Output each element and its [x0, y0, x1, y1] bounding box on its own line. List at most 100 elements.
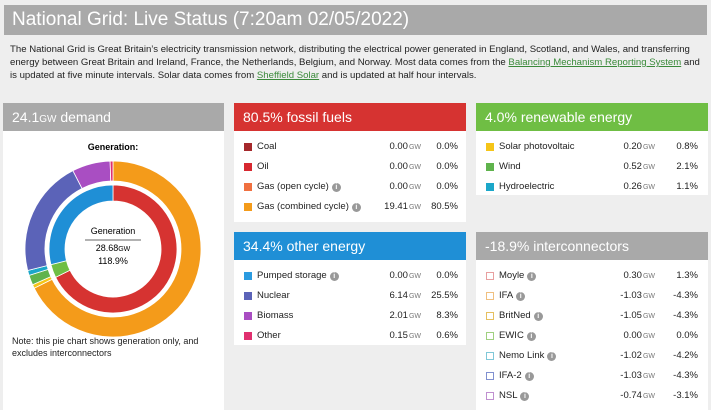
row: Moyle i 0.30GW 1.3% — [476, 268, 708, 284]
unit: GW — [408, 333, 421, 340]
link[interactable]: Sheffield Solar — [256, 70, 320, 81]
row: IFA-2 i -1.03GW -4.3% — [476, 368, 708, 384]
donut-chart: Generation: Generation 28.68GW 118.9% — [24, 142, 202, 338]
gw: 0.00GW — [389, 139, 421, 156]
percent: 0.0% — [436, 161, 458, 172]
unit: GW — [642, 373, 655, 380]
unit: GW — [642, 293, 655, 300]
gw: 0.00GW — [389, 268, 421, 285]
gw: 0.52GW — [623, 159, 655, 176]
info-icon[interactable]: i — [524, 372, 534, 381]
swatch — [486, 372, 494, 380]
name: NSL — [499, 390, 518, 401]
info-icon[interactable]: i — [351, 203, 361, 212]
note: Note: this pie chart shows generation on… — [12, 336, 199, 358]
unit: GW — [408, 273, 421, 280]
swatch — [244, 143, 252, 151]
unit: GW — [408, 184, 421, 191]
section-panel: 4.0% renewable energy Solar photovoltaic 0… — [476, 103, 708, 195]
gw-value: 0.15 — [389, 330, 408, 341]
gw-value: -1.03 — [620, 290, 642, 301]
gw: -1.03GW — [620, 368, 655, 385]
swatch — [244, 272, 252, 280]
section-percent: -18.9% — [485, 238, 530, 254]
unit: GW — [642, 184, 655, 191]
name: Nuclear — [257, 290, 290, 301]
row: Solar photovoltaic 0.20GW 0.8% — [476, 139, 708, 155]
gw-value: 2.01 — [389, 310, 408, 321]
unit: GW — [642, 144, 655, 151]
panel-header: 24.1GW demand — [3, 103, 224, 131]
section-label: other energy — [286, 238, 366, 254]
name: Coal — [257, 141, 277, 152]
gw-value: 0.30 — [623, 270, 642, 281]
percent: 25.5% — [431, 290, 458, 301]
name: BritNed — [499, 310, 531, 321]
donut-segment — [33, 160, 202, 338]
percent: 8.3% — [436, 310, 458, 321]
percent: 80.5% — [431, 201, 458, 212]
percent: 0.0% — [436, 181, 458, 192]
intro-text: and is updated at half hour intervals. — [319, 70, 477, 81]
unit: GW — [39, 114, 57, 125]
name: Gas (combined cycle) — [257, 201, 349, 212]
gw: 0.00GW — [389, 159, 421, 176]
percent: -4.3% — [673, 290, 698, 301]
row: Hydroelectric 0.26GW 1.1% — [476, 179, 708, 195]
demand-panel: 24.1GW demand Generation: Generation 28.… — [3, 103, 224, 410]
section-panel: 80.5% fossil fuels Coal 0.00GW 0.0% Oil 0.00G… — [234, 103, 466, 222]
info-icon[interactable]: i — [516, 292, 526, 301]
percent: -4.3% — [673, 370, 698, 381]
percent: -4.2% — [673, 350, 698, 361]
percent: 0.6% — [436, 330, 458, 341]
swatch — [486, 332, 494, 340]
info-icon[interactable]: i — [520, 392, 530, 401]
donut-segment — [55, 184, 178, 314]
percent: -3.1% — [673, 390, 698, 401]
chart-heading: Generation: — [88, 142, 139, 152]
name: IFA — [499, 290, 514, 301]
info-icon[interactable]: i — [329, 272, 339, 281]
section-panel: 34.4% other energy Pumped storage i 0.00GW 0… — [234, 232, 466, 345]
info-icon[interactable]: i — [547, 352, 557, 361]
gw-value: 6.14 — [389, 290, 408, 301]
section-label: renewable energy — [520, 109, 633, 125]
title: National Grid: Live Status (7:20am 02/05… — [12, 9, 410, 30]
item-name: Other — [257, 328, 281, 344]
item-name: IFA-2 i — [499, 368, 534, 384]
donut-segment — [109, 160, 114, 182]
link[interactable]: Balancing Mechanism Reporting System — [508, 57, 682, 68]
info-icon[interactable]: i — [527, 272, 537, 281]
name: Pumped storage — [257, 270, 327, 281]
gw-value: 0.00 — [389, 181, 408, 192]
swatch — [486, 292, 494, 300]
center-label: Generation — [91, 226, 136, 236]
unit: GW — [642, 313, 655, 320]
swatch — [486, 183, 494, 191]
unit: GW — [408, 313, 421, 320]
row: Pumped storage i 0.00GW 0.0% — [234, 268, 466, 284]
gw: -0.74GW — [620, 388, 655, 405]
item-name: Oil — [257, 159, 269, 175]
item-name: NSL i — [499, 388, 530, 404]
name: Biomass — [257, 310, 294, 321]
item-name: Nemo Link i — [499, 348, 557, 364]
row: Gas (combined cycle) i 19.41GW 80.5% — [234, 199, 466, 215]
row: BritNed i -1.05GW -4.3% — [476, 308, 708, 324]
item-name: Coal — [257, 139, 277, 155]
info-icon[interactable]: i — [526, 332, 536, 341]
item-name: Solar photovoltaic — [499, 139, 575, 155]
info-icon[interactable]: i — [331, 183, 341, 192]
info-icon[interactable]: i — [533, 312, 543, 321]
item-name: Biomass — [257, 308, 293, 324]
demand-label: demand — [60, 109, 111, 125]
percent: 0.8% — [676, 141, 698, 152]
row: Nuclear 6.14GW 25.5% — [234, 288, 466, 304]
panel-header: 34.4% other energy — [234, 232, 466, 260]
donut-segment — [48, 184, 114, 266]
intro-text: and is updated at five minute intervals.… — [10, 57, 700, 81]
item-name: Nuclear — [257, 288, 290, 304]
swatch — [486, 163, 494, 171]
unit: GW — [408, 144, 421, 151]
swatch — [486, 312, 494, 320]
